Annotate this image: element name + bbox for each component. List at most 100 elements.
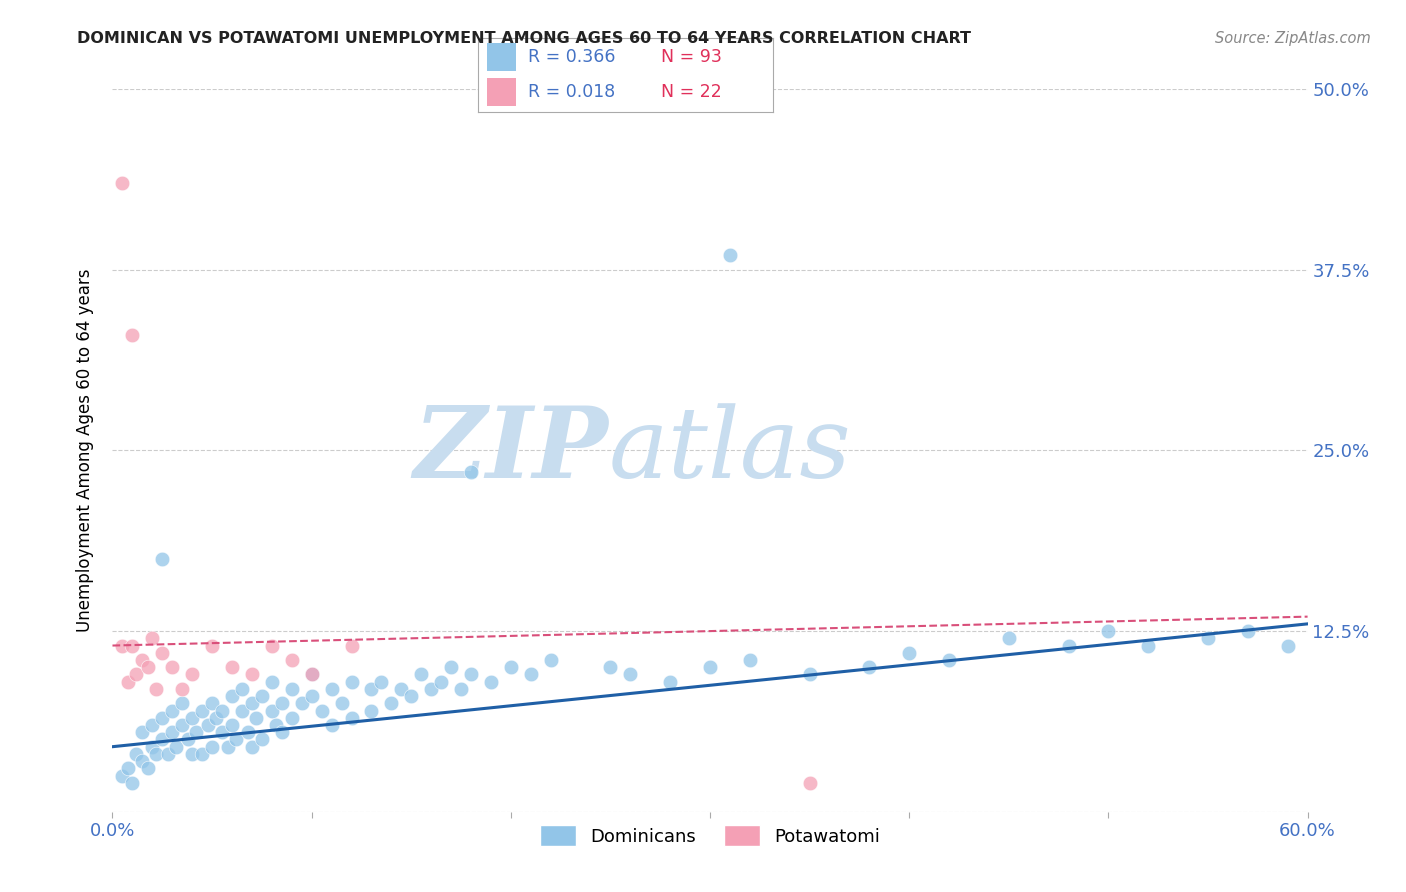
Point: [380, 696, 402, 710]
Point: [231, 704, 253, 718]
Point: [738, 653, 761, 667]
Point: [236, 725, 259, 739]
Point: [240, 696, 263, 710]
Point: [111, 639, 134, 653]
Point: [150, 711, 173, 725]
Point: [245, 711, 267, 725]
Point: [718, 248, 741, 262]
Point: [205, 711, 228, 725]
Point: [240, 739, 263, 754]
Point: [181, 667, 204, 681]
Point: [1097, 624, 1119, 639]
Point: [141, 632, 163, 646]
Point: [131, 725, 153, 739]
Point: [201, 739, 224, 754]
Point: [117, 761, 139, 775]
Point: [799, 667, 821, 681]
Point: [121, 327, 143, 342]
Point: [340, 639, 363, 653]
Point: [460, 667, 482, 681]
Point: [145, 747, 167, 761]
Point: [420, 681, 443, 696]
Point: [201, 639, 224, 653]
Point: [162, 704, 183, 718]
Point: [599, 660, 621, 674]
Point: [1137, 639, 1160, 653]
Point: [499, 660, 522, 674]
Text: N = 22: N = 22: [661, 83, 721, 101]
Point: [150, 732, 173, 747]
Point: [165, 739, 187, 754]
Point: [221, 689, 243, 703]
Point: [131, 754, 153, 768]
Point: [197, 718, 219, 732]
Point: [145, 681, 167, 696]
Point: [858, 660, 880, 674]
Point: [150, 551, 173, 566]
Point: [162, 725, 183, 739]
Point: [340, 674, 363, 689]
Point: [111, 176, 134, 190]
Point: [401, 689, 423, 703]
Point: [260, 674, 283, 689]
Point: [191, 704, 214, 718]
Point: [360, 681, 382, 696]
Point: [181, 711, 204, 725]
Point: [440, 660, 463, 674]
Point: [301, 689, 323, 703]
Point: [117, 674, 139, 689]
Point: [291, 696, 314, 710]
Point: [799, 776, 821, 790]
Point: [250, 689, 273, 703]
Point: [211, 725, 233, 739]
Point: [1057, 639, 1080, 653]
Point: [150, 646, 173, 660]
Point: [411, 667, 433, 681]
Point: [619, 667, 641, 681]
Point: [659, 674, 682, 689]
Point: [172, 696, 194, 710]
Point: [231, 681, 253, 696]
Point: [225, 732, 247, 747]
Text: ZIP: ZIP: [413, 402, 609, 499]
Point: [264, 718, 287, 732]
Point: [1237, 624, 1260, 639]
Point: [141, 718, 163, 732]
Point: [260, 639, 283, 653]
Point: [221, 718, 243, 732]
Legend: Dominicans, Potawatomi: Dominicans, Potawatomi: [533, 818, 887, 854]
Point: [1277, 639, 1299, 653]
Point: [460, 465, 482, 479]
Point: [301, 667, 323, 681]
Point: [221, 660, 243, 674]
Point: [121, 776, 143, 790]
Bar: [486, 78, 516, 105]
Point: [270, 696, 292, 710]
Point: [217, 739, 239, 754]
Point: [121, 639, 143, 653]
Point: [430, 674, 453, 689]
Point: [321, 681, 343, 696]
Point: [321, 718, 343, 732]
Point: [389, 681, 412, 696]
Point: [138, 761, 160, 775]
Point: [311, 704, 333, 718]
Point: [1197, 632, 1219, 646]
Point: [270, 725, 292, 739]
Point: [520, 667, 543, 681]
Point: [260, 704, 283, 718]
Point: [141, 739, 163, 754]
Point: [281, 653, 304, 667]
Point: [131, 653, 153, 667]
Point: [211, 704, 233, 718]
Point: [177, 732, 200, 747]
Point: [998, 632, 1021, 646]
Point: [125, 667, 148, 681]
Point: [281, 711, 304, 725]
Point: [250, 732, 273, 747]
Point: [938, 653, 960, 667]
Point: [191, 747, 214, 761]
Point: [172, 681, 194, 696]
Point: [340, 711, 363, 725]
Text: N = 93: N = 93: [661, 48, 721, 66]
